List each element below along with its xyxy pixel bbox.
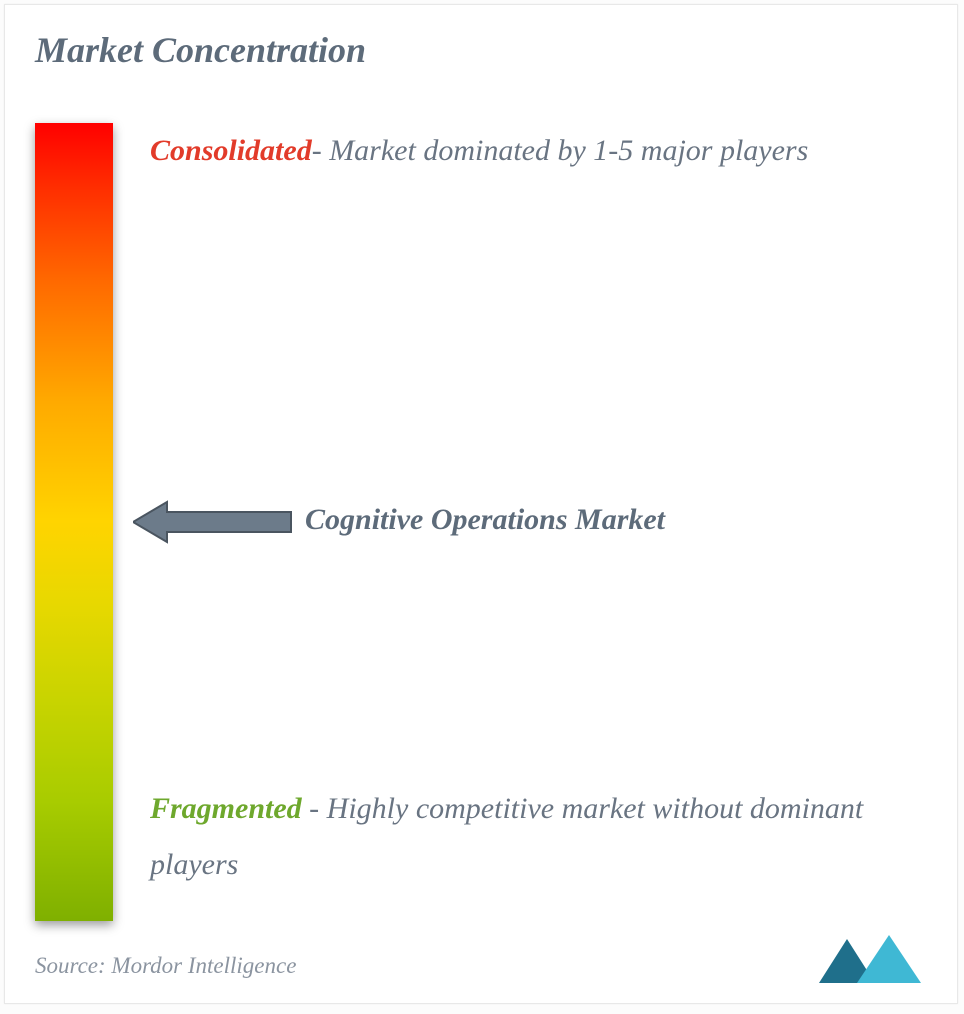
concentration-gradient-bar — [35, 123, 113, 921]
fragmented-label: Fragmented - Highly competitive market w… — [150, 781, 917, 892]
fragmented-keyword: Fragmented — [150, 792, 302, 825]
mordor-logo-icon — [819, 935, 929, 983]
arrow-shape — [133, 502, 291, 542]
source-attribution: Source: Mordor Intelligence — [35, 953, 296, 979]
consolidated-description: - Market dominated by 1-5 major players — [312, 134, 809, 167]
market-name-label: Cognitive Operations Market — [305, 503, 665, 537]
infographic-card: Market Concentration Consolidated- Marke… — [4, 4, 958, 1004]
consolidated-label: Consolidated- Market dominated by 1-5 ma… — [150, 123, 917, 179]
logo-triangle-right — [857, 935, 921, 983]
page-title: Market Concentration — [35, 29, 366, 71]
arrow-left-icon — [133, 500, 293, 544]
consolidated-keyword: Consolidated — [150, 134, 312, 167]
